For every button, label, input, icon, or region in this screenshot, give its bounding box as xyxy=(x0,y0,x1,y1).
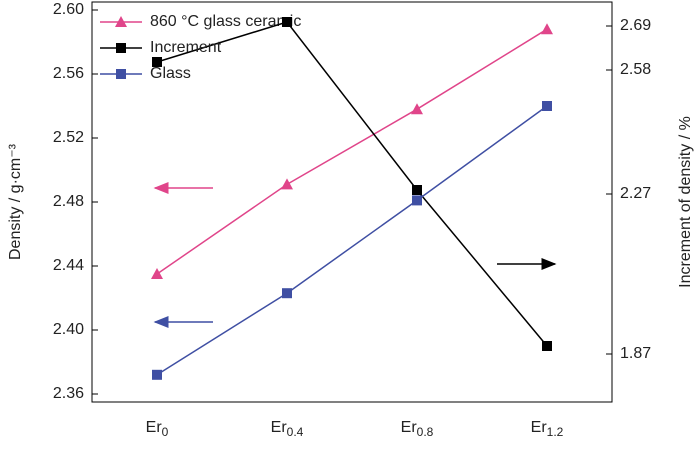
y2-tick-label: 2.69 xyxy=(620,17,651,34)
legend-marker xyxy=(116,69,126,79)
data-point xyxy=(282,17,292,27)
y-tick-label: 2.44 xyxy=(53,257,84,274)
legend-label: Increment xyxy=(150,39,222,56)
data-point xyxy=(152,57,162,67)
data-point xyxy=(152,369,162,380)
x-tick-label: Er1.2 xyxy=(531,419,564,439)
legend-label: 860 °C glass ceramic xyxy=(150,13,301,30)
data-point xyxy=(411,103,423,115)
y-axis-label: Density / g·cm⁻³ xyxy=(7,143,24,260)
y-tick-label: 2.48 xyxy=(53,193,84,210)
y-tick-label: 2.40 xyxy=(53,321,84,338)
data-point xyxy=(542,341,552,351)
data-point xyxy=(281,178,293,190)
y2-tick-label: 2.27 xyxy=(620,185,651,202)
x-tick-label: Er0.8 xyxy=(401,419,434,439)
x-tick-label: Er0 xyxy=(146,419,169,439)
y-tick-label: 2.60 xyxy=(53,1,84,18)
data-point xyxy=(282,288,292,299)
y2-tick-label: 1.87 xyxy=(620,345,651,362)
data-point xyxy=(412,185,422,195)
data-point xyxy=(541,23,553,35)
series-line xyxy=(156,105,548,376)
legend-label: Glass xyxy=(150,65,191,82)
y-tick-label: 2.52 xyxy=(53,129,84,146)
x-tick-label: Er0.4 xyxy=(271,419,304,439)
y-tick-label: 2.36 xyxy=(53,385,84,402)
data-point xyxy=(542,101,552,111)
data-point xyxy=(151,268,163,279)
legend-marker xyxy=(115,16,127,27)
y2-axis-label: Increment of density / % xyxy=(677,116,694,288)
y2-tick-label: 2.58 xyxy=(620,61,651,78)
series-line xyxy=(156,21,548,347)
y-tick-label: 2.56 xyxy=(53,65,84,82)
plot-frame xyxy=(91,1,613,403)
data-point xyxy=(412,195,422,206)
legend-marker xyxy=(116,43,126,53)
series-line xyxy=(156,28,548,275)
